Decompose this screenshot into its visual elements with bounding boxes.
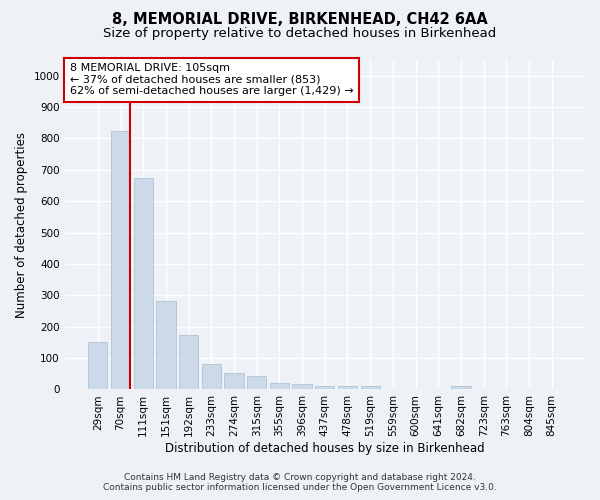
Bar	[224, 373, 244, 390]
Bar	[451, 386, 470, 390]
Text: Size of property relative to detached houses in Birkenhead: Size of property relative to detached ho…	[103, 28, 497, 40]
Bar	[202, 364, 221, 390]
Bar	[361, 386, 380, 390]
Bar	[179, 336, 198, 390]
Bar	[315, 386, 334, 390]
Bar	[156, 300, 176, 390]
Text: 8, MEMORIAL DRIVE, BIRKENHEAD, CH42 6AA: 8, MEMORIAL DRIVE, BIRKENHEAD, CH42 6AA	[112, 12, 488, 28]
Y-axis label: Number of detached properties: Number of detached properties	[15, 132, 28, 318]
Bar	[88, 342, 107, 390]
Text: 8 MEMORIAL DRIVE: 105sqm
← 37% of detached houses are smaller (853)
62% of semi-: 8 MEMORIAL DRIVE: 105sqm ← 37% of detach…	[70, 64, 353, 96]
Bar	[270, 382, 289, 390]
Text: Contains HM Land Registry data © Crown copyright and database right 2024.
Contai: Contains HM Land Registry data © Crown c…	[103, 473, 497, 492]
Bar	[134, 178, 153, 390]
Bar	[111, 130, 130, 390]
X-axis label: Distribution of detached houses by size in Birkenhead: Distribution of detached houses by size …	[165, 442, 485, 455]
Bar	[247, 376, 266, 390]
Bar	[338, 386, 357, 390]
Bar	[292, 384, 312, 390]
